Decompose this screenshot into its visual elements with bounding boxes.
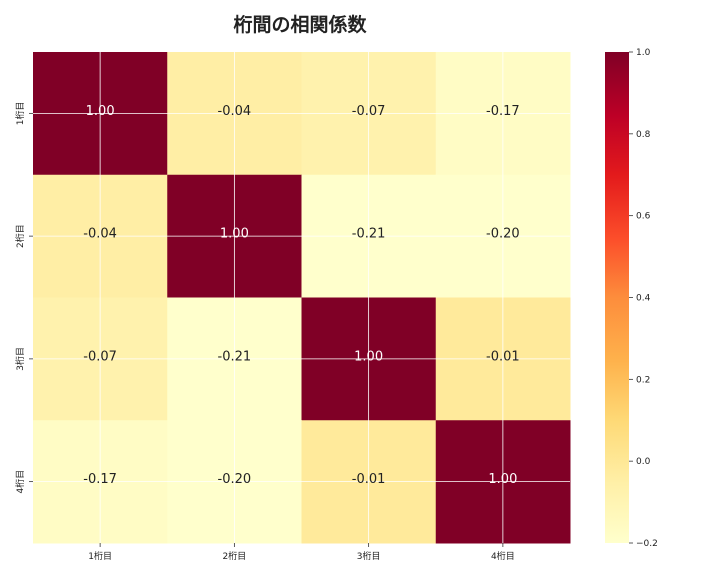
y-tick-label-1: 1桁目 — [14, 102, 26, 126]
x-tick-label-1: 1桁目 — [88, 550, 112, 562]
y-tick-label-3: 3桁目 — [14, 347, 26, 371]
colorbar-tick-label-5: 0.2 — [636, 375, 650, 385]
colorbar-tick-label-7: −0.2 — [636, 539, 658, 549]
cell-value-label-r3-c3: 1.00 — [354, 349, 383, 364]
y-axis-ticks: 1桁目 2桁目 3桁目 4桁目 — [14, 102, 33, 494]
cell-value-label-r1-c2: -0.04 — [218, 104, 252, 119]
colorbar: 1.0 0.8 0.6 0.4 0.2 0.0 −0.2 — [605, 48, 658, 549]
x-tick-label-4: 4桁目 — [491, 550, 515, 562]
cell-value-label-r3-c1: -0.07 — [83, 349, 117, 364]
y-tick-label-2: 2桁目 — [14, 224, 26, 248]
colorbar-gradient — [605, 52, 629, 543]
colorbar-tick-label-4: 0.4 — [636, 294, 651, 304]
colorbar-tick-label-6: 0.0 — [636, 457, 651, 467]
y-tick-label-4: 4桁目 — [14, 470, 26, 494]
cell-value-label-r4-c4: 1.00 — [488, 472, 517, 487]
cell-value-label-r2-c2: 1.00 — [220, 227, 249, 242]
x-axis-ticks: 1桁目 2桁目 3桁目 4桁目 — [88, 543, 515, 562]
cell-value-label-r2-c4: -0.20 — [486, 227, 520, 242]
cell-value-label-r2-c1: -0.04 — [83, 227, 117, 242]
cell-value-label-r1-c3: -0.07 — [352, 104, 386, 119]
x-tick-label-3: 3桁目 — [357, 550, 381, 562]
cell-value-label-r4-c1: -0.17 — [83, 472, 117, 487]
colorbar-tick-label-1: 1.0 — [636, 48, 651, 58]
cell-value-label-r4-c2: -0.20 — [218, 472, 252, 487]
grid-lines — [33, 52, 570, 543]
colorbar-tick-label-3: 0.6 — [636, 212, 651, 222]
cell-value-label-r2-c3: -0.21 — [352, 227, 386, 242]
cell-value-labels: 1.00 -0.04 -0.07 -0.17 -0.04 1.00 -0.21 -0.20 -0… — [83, 104, 519, 487]
chart-title: 桁間の相関係数 — [233, 14, 367, 36]
heatmap-cells — [33, 52, 571, 544]
cell-value-label-r1-c4: -0.17 — [486, 104, 520, 119]
cell-value-label-r3-c4: -0.01 — [486, 349, 520, 364]
cell-value-label-r4-c3: -0.01 — [352, 472, 386, 487]
cell-value-label-r3-c2: -0.21 — [218, 349, 252, 364]
colorbar-tick-label-2: 0.8 — [636, 130, 651, 140]
x-tick-label-2: 2桁目 — [223, 550, 247, 562]
cell-value-label-r1-c1: 1.00 — [86, 104, 115, 119]
